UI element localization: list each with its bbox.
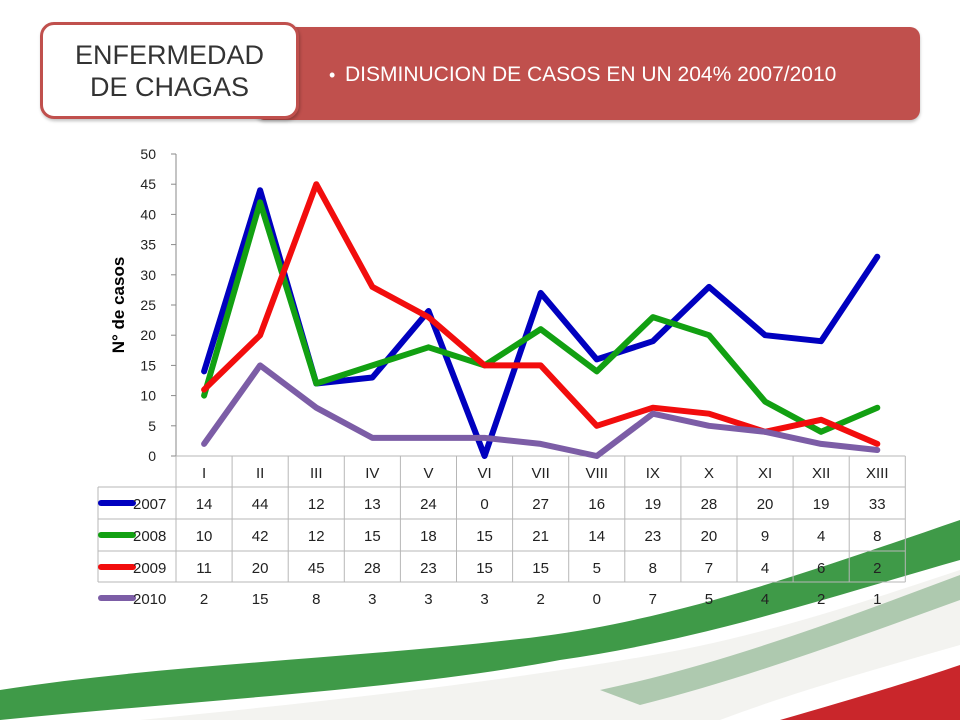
flag-white-band (140, 570, 960, 720)
table-cell: 15 (532, 560, 549, 577)
table-cell: 2 (873, 560, 881, 577)
table-cell: 13 (364, 496, 381, 513)
flag-green-shade (600, 575, 960, 705)
y-tick-label: 5 (148, 418, 156, 434)
table-cell: 4 (817, 528, 825, 545)
y-tick-label: 35 (140, 237, 156, 253)
table-cell: 20 (252, 560, 269, 577)
category-label: XIII (866, 465, 889, 482)
series-lines (201, 181, 881, 459)
table-cell: 18 (420, 528, 437, 545)
table-cell: 10 (196, 528, 213, 545)
table-cell: 45 (308, 560, 325, 577)
y-tick-label: 50 (140, 146, 156, 162)
table-cell: 3 (480, 591, 488, 608)
table-cell: 19 (813, 496, 830, 513)
table-cell: 7 (705, 560, 713, 577)
table-cell: 44 (252, 496, 269, 513)
subtitle-banner (255, 27, 920, 120)
category-label: VII (531, 465, 549, 482)
table-cell: 27 (532, 496, 549, 513)
legend-label-2007: 2007 (133, 496, 166, 513)
table-cell: 12 (308, 496, 325, 513)
table-cell: 1 (873, 591, 881, 608)
table-cell: 2 (536, 591, 544, 608)
table-cell: 16 (588, 496, 605, 513)
category-label: II (256, 465, 264, 482)
table-cell: 21 (532, 528, 549, 545)
bullet-glyph: • (329, 65, 336, 85)
category-label: V (423, 465, 433, 482)
legend-label-2008: 2008 (133, 528, 166, 545)
table-cell: 12 (308, 528, 325, 545)
table-cell: 8 (649, 560, 657, 577)
table-cell: 8 (312, 591, 320, 608)
table-cell: 5 (705, 591, 713, 608)
flag-red-band (780, 665, 960, 720)
table-cell: 3 (368, 591, 376, 608)
y-tick-label: 40 (140, 206, 156, 222)
table-cell: 4 (761, 560, 769, 577)
table-cell: 11 (196, 560, 212, 577)
table-cell: 33 (869, 496, 886, 513)
y-ticks: 0 5 10 15 20 25 30 35 40 45 50 (140, 146, 177, 464)
table-cell: 15 (364, 528, 381, 545)
category-label: XII (812, 465, 830, 482)
table-cell: 2 (817, 591, 825, 608)
category-label: III (310, 465, 323, 482)
flag-green-band (0, 520, 960, 720)
table-cell: 19 (645, 496, 662, 513)
table-cell: 24 (420, 496, 437, 513)
legend-label-2009: 2009 (133, 560, 166, 577)
table-cell: 23 (645, 528, 662, 545)
y-tick-label: 45 (140, 176, 156, 192)
table-cell: 15 (476, 528, 493, 545)
category-label: VI (477, 465, 491, 482)
series-line-2008 (201, 199, 881, 435)
y-tick-label: 10 (140, 388, 156, 404)
table-cell: 4 (761, 591, 769, 608)
y-tick-label: 0 (148, 448, 156, 464)
table-cell: 15 (476, 560, 493, 577)
title-box: ENFERMEDAD DE CHAGAS (40, 22, 299, 119)
category-label: IX (646, 465, 660, 482)
y-tick-label: 20 (140, 327, 156, 343)
series-line-2007 (201, 187, 881, 459)
table-cell: 3 (424, 591, 432, 608)
page-title: ENFERMEDAD DE CHAGAS (74, 39, 264, 102)
table-cell: 8 (873, 528, 881, 545)
table-cell: 42 (252, 528, 269, 545)
table-cell: 20 (757, 496, 774, 513)
table-cell: 0 (480, 496, 488, 513)
y-tick-label: 25 (140, 297, 156, 313)
table-cell: 14 (196, 496, 213, 513)
legend-label-2010: 2010 (133, 591, 166, 608)
banner-text: DISMINUCION DE CASOS EN UN 204% 2007/201… (345, 63, 837, 86)
table-cell: 0 (593, 591, 601, 608)
category-label: VIII (585, 465, 608, 482)
category-label: I (202, 465, 206, 482)
table-cell: 14 (588, 528, 605, 545)
y-axis-label: N° de casos (109, 257, 128, 354)
category-label: IV (365, 465, 379, 482)
table-cell: 5 (593, 560, 601, 577)
table-cell: 28 (364, 560, 381, 577)
table-cell: 15 (252, 591, 269, 608)
table-cell: 20 (701, 528, 718, 545)
category-label: X (704, 465, 714, 482)
table-cell: 2 (200, 591, 208, 608)
table-cell: 9 (761, 528, 769, 545)
table-cell: 28 (701, 496, 718, 513)
table-cell: 7 (649, 591, 657, 608)
table-cell: 23 (420, 560, 437, 577)
series-line-2010 (201, 362, 881, 459)
table-cell: 6 (817, 560, 825, 577)
y-tick-label: 15 (140, 357, 156, 373)
y-tick-label: 30 (140, 267, 156, 283)
category-label: XI (758, 465, 772, 482)
